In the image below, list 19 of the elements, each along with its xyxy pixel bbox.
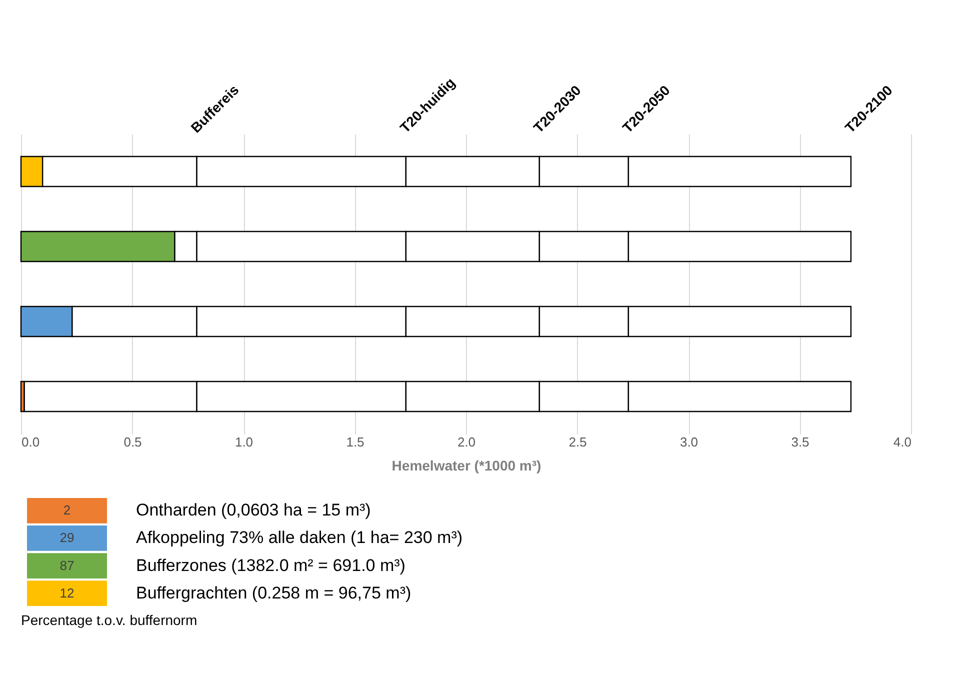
legend-title: Percentage t.o.v. buffernorm: [21, 612, 198, 628]
x-axis-title: Hemelwater (*1000 m³): [392, 458, 542, 474]
x-tick-label: 2.5: [568, 434, 587, 450]
legend-label: Bufferzones (1382.0 m² = 691.0 m³): [136, 556, 406, 575]
legend-label: Ontharden (0,0603 ha = 15 m³): [136, 500, 371, 520]
legend-label: Afkoppeling 73% alle daken (1 ha= 230 m³): [136, 528, 463, 548]
x-tick-label: 3.0: [680, 434, 698, 450]
x-tick-label: 1.0: [234, 434, 254, 450]
text: 29: [60, 530, 74, 546]
x-tick-label: 0.0: [22, 434, 40, 450]
legend-label: Buffergrachten (0.258 m = 96,75 m³): [136, 583, 412, 602]
text: 2: [63, 502, 71, 518]
x-tick-label: 1.5: [346, 434, 364, 450]
x-tick-label: 0.5: [124, 434, 142, 450]
x-tick-label: 3.5: [791, 434, 810, 450]
x-tick-label: 2.0: [457, 434, 476, 450]
x-tick-label: 4.0: [893, 434, 912, 450]
text: 12: [60, 585, 74, 600]
text: 87: [60, 558, 74, 573]
